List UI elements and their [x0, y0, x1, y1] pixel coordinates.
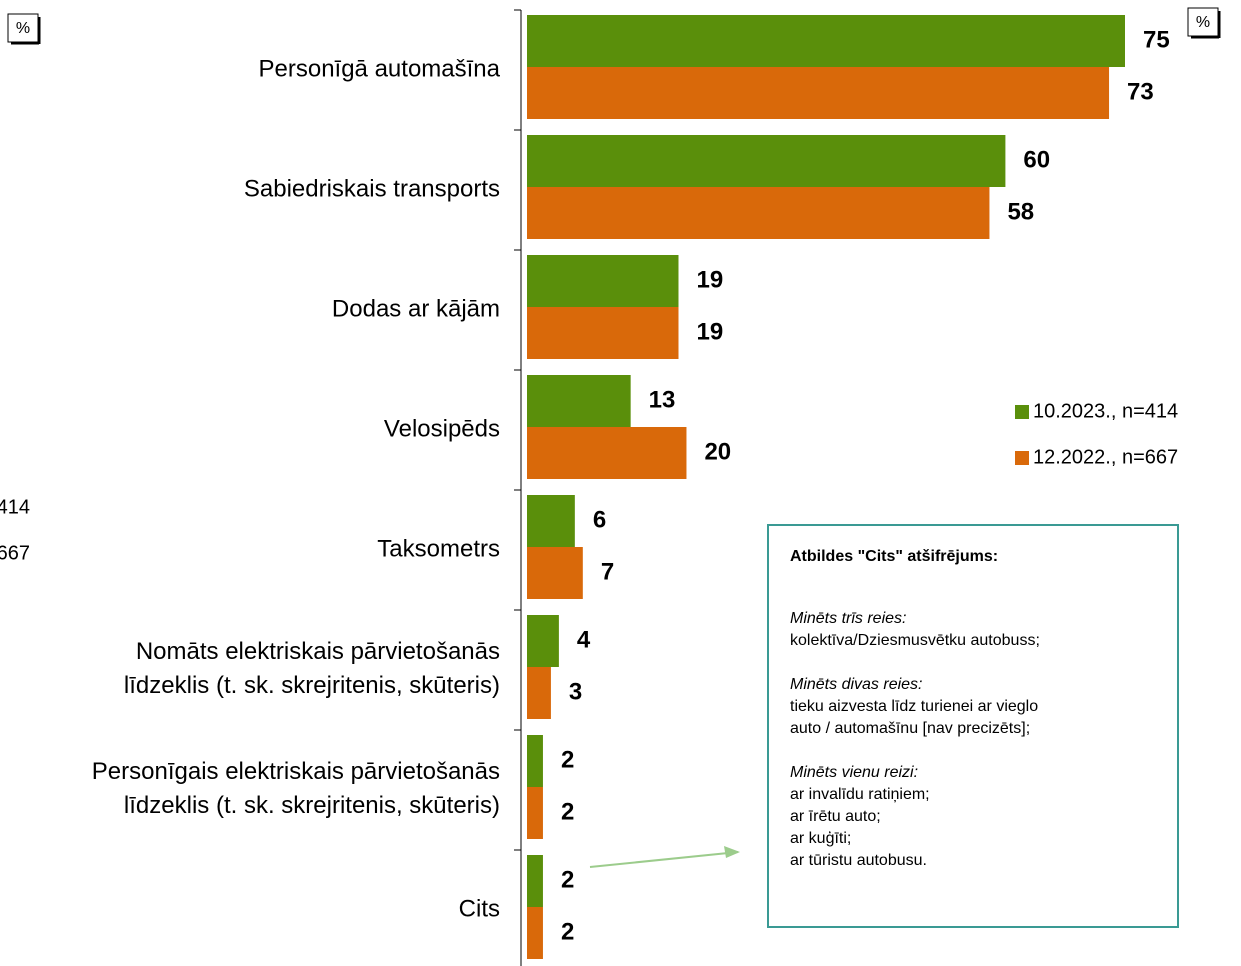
bar	[527, 907, 543, 959]
bar	[527, 427, 687, 479]
annotation-heading: Minēts divas reies:	[790, 676, 923, 693]
value-label: 7	[601, 558, 614, 585]
value-label: 2	[561, 798, 574, 825]
annotation-title: Atbildes "Cits" atšifrējums:	[790, 548, 998, 565]
annotation-line: ar invalīdu ratiņiem;	[790, 786, 930, 803]
value-label: 4	[577, 626, 591, 653]
bar	[527, 495, 575, 547]
legend-label-cropped: 12.2022., n=667	[0, 542, 30, 564]
annotation-heading: Minēts trīs reies:	[790, 610, 906, 627]
value-label: 58	[1007, 198, 1034, 225]
unit-badge: %	[16, 20, 30, 37]
value-label: 20	[704, 438, 731, 465]
annotation-line: kolektīva/Dziesmusvētku autobuss;	[790, 632, 1040, 649]
bar	[527, 667, 551, 719]
unit-badge: %	[1196, 14, 1210, 31]
value-label: 73	[1127, 78, 1154, 105]
bar	[527, 735, 543, 787]
value-label: 19	[696, 318, 723, 345]
category-label: Velosipēds	[384, 415, 500, 442]
arrow-head	[724, 846, 740, 858]
value-label: 75	[1143, 26, 1170, 53]
legend-swatch	[1015, 451, 1029, 465]
category-label: Taksometrs	[377, 535, 500, 562]
bar	[527, 67, 1110, 119]
value-label: 19	[696, 266, 723, 293]
category-label: Dodas ar kājām	[332, 295, 500, 322]
annotation-heading: Minēts vienu reizi:	[790, 764, 918, 781]
bar	[527, 307, 679, 359]
bar	[527, 187, 990, 239]
value-label: 3	[569, 678, 582, 705]
annotation-line: ar tūristu autobusu.	[790, 852, 927, 869]
arrow	[589, 851, 739, 868]
legend-label: 10.2023., n=414	[1033, 400, 1178, 422]
annotation-line: ar īrētu auto;	[790, 808, 881, 825]
category-label: Nomāts elektriskais pārvietošanās līdzekl…	[124, 638, 500, 699]
value-label: 6	[593, 506, 606, 533]
value-label: 60	[1023, 146, 1050, 173]
badge-box	[7, 13, 39, 43]
annotation-line: ar kuģīti;	[790, 829, 851, 847]
category-label: Personīgā automašīna	[259, 55, 501, 82]
legend-swatch	[1015, 405, 1029, 419]
bar	[527, 255, 679, 307]
bar	[527, 787, 543, 839]
bar	[527, 375, 631, 427]
category-label: Sabiedriskais transports	[244, 175, 500, 202]
bar	[527, 135, 1006, 187]
annotation-line: auto / automašīnu [nav precizēts];	[790, 720, 1030, 737]
category-label: Personīgais elektriskais pārvietošanās lī…	[92, 758, 500, 819]
category-label: Cits	[459, 895, 500, 922]
value-label: 2	[561, 746, 574, 773]
value-label: 13	[649, 386, 676, 413]
bar	[527, 615, 559, 667]
legend-label: 12.2022., n=667	[1033, 446, 1178, 468]
value-label: 2	[561, 866, 574, 893]
bar	[527, 547, 583, 599]
annotation-box	[767, 524, 1179, 928]
bar	[527, 855, 543, 907]
legend-label-cropped: 10.2023., n=414	[0, 496, 30, 518]
annotation-line: tieku aizvesta līdz turienei ar vieglo	[790, 698, 1038, 715]
value-label: 2	[561, 918, 574, 945]
bar	[527, 15, 1125, 67]
